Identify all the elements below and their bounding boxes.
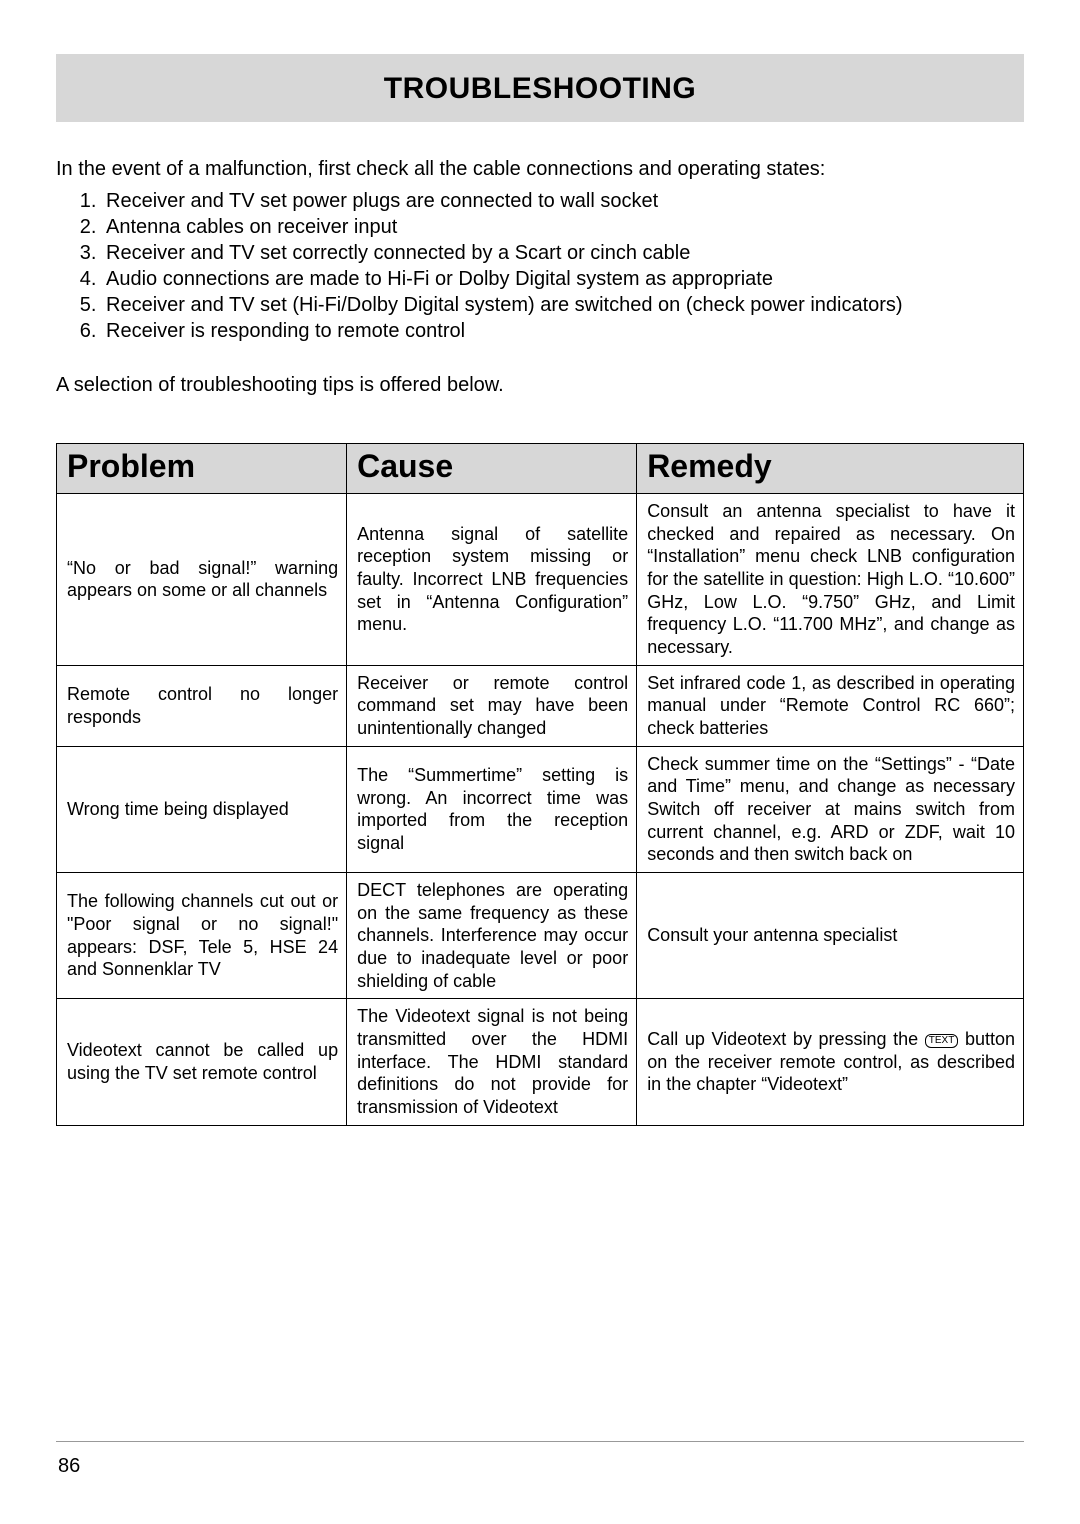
header-cause: Cause [347, 444, 637, 494]
header-remedy: Remedy [637, 444, 1024, 494]
cell-problem: Remote control no longer responds [57, 665, 347, 746]
section-title-block: TROUBLESHOOTING [56, 54, 1024, 122]
cell-problem: Wrong time being displayed [57, 746, 347, 872]
list-item: Antenna cables on receiver input [102, 214, 1024, 240]
cell-problem: The following channels cut out or "Poor … [57, 873, 347, 999]
intro-paragraph: In the event of a malfunction, first che… [56, 156, 1024, 182]
list-item: Receiver and TV set power plugs are conn… [102, 188, 1024, 214]
table-header-row: Problem Cause Remedy [57, 444, 1024, 494]
cell-remedy: Consult an antenna specialist to have it… [637, 494, 1024, 666]
page-number: 86 [58, 1455, 80, 1478]
cell-remedy: Set infrared code 1, as described in ope… [637, 665, 1024, 746]
section-title: TROUBLESHOOTING [56, 72, 1024, 106]
table-row: Wrong time being displayed The “Summerti… [57, 746, 1024, 872]
tips-intro: A selection of troubleshooting tips is o… [56, 374, 1024, 397]
table-row: The following channels cut out or "Poor … [57, 873, 1024, 999]
cell-remedy: Consult your antenna specialist [637, 873, 1024, 999]
cell-cause: DECT telephones are operating on the sam… [347, 873, 637, 999]
cell-cause: Receiver or remote control command set m… [347, 665, 637, 746]
table-row: “No or bad signal!” warning appears on s… [57, 494, 1024, 666]
cell-cause: The “Summertime” setting is wrong. An in… [347, 746, 637, 872]
table-row: Remote control no longer responds Receiv… [57, 665, 1024, 746]
table-row: Videotext cannot be called up using the … [57, 999, 1024, 1125]
checklist: Receiver and TV set power plugs are conn… [56, 188, 1024, 344]
header-problem: Problem [57, 444, 347, 494]
cell-cause: The Videotext signal is not being transm… [347, 999, 637, 1125]
list-item: Receiver and TV set (Hi-Fi/Dolby Digital… [102, 292, 1024, 318]
cell-cause: Antenna signal of satellite reception sy… [347, 494, 637, 666]
list-item: Receiver is responding to remote control [102, 318, 1024, 344]
cell-remedy-videotext: Call up Videotext by pressing the TEXT b… [637, 999, 1024, 1125]
list-item: Audio connections are made to Hi-Fi or D… [102, 266, 1024, 292]
troubleshooting-table: Problem Cause Remedy “No or bad signal!”… [56, 443, 1024, 1126]
remedy-text-pre: Call up Videotext by pressing the [647, 1029, 925, 1049]
cell-remedy: Check summer time on the “Settings” - “D… [637, 746, 1024, 872]
text-button-icon: TEXT [925, 1034, 959, 1048]
footer-divider [56, 1441, 1024, 1442]
cell-problem: “No or bad signal!” warning appears on s… [57, 494, 347, 666]
cell-problem: Videotext cannot be called up using the … [57, 999, 347, 1125]
list-item: Receiver and TV set correctly connected … [102, 240, 1024, 266]
